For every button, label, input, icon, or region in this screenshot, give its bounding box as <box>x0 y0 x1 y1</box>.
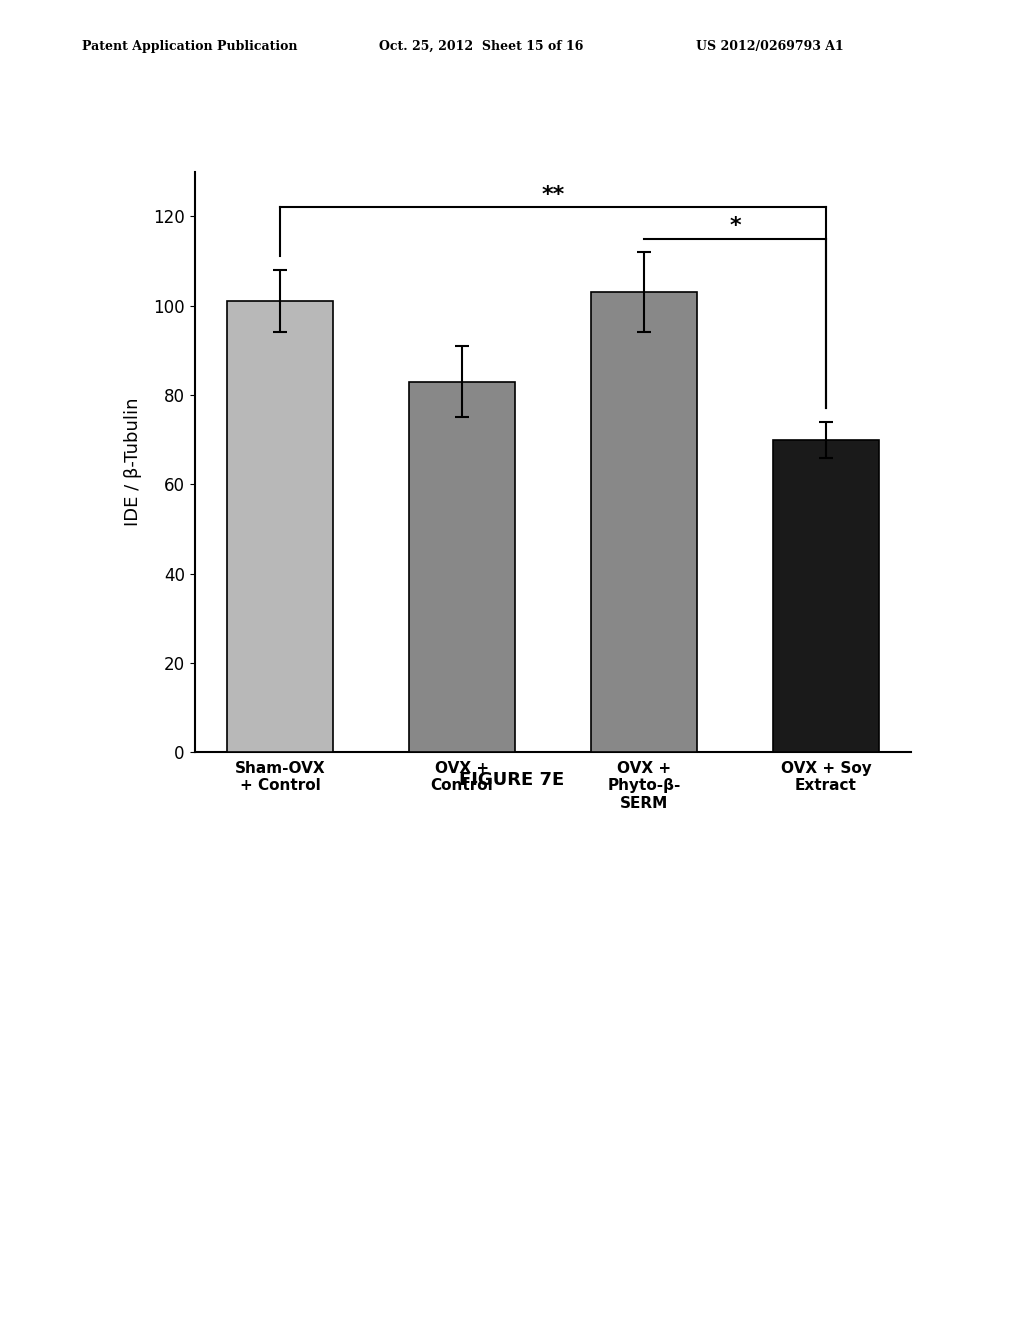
Y-axis label: IDE / β-Tubulin: IDE / β-Tubulin <box>124 397 142 527</box>
Text: Oct. 25, 2012  Sheet 15 of 16: Oct. 25, 2012 Sheet 15 of 16 <box>379 40 584 53</box>
Text: US 2012/0269793 A1: US 2012/0269793 A1 <box>696 40 844 53</box>
Text: **: ** <box>542 185 564 205</box>
Bar <box>591 292 696 752</box>
Bar <box>410 381 515 752</box>
Text: FIGURE 7E: FIGURE 7E <box>460 771 564 789</box>
Bar <box>227 301 333 752</box>
Bar <box>773 440 879 752</box>
Text: *: * <box>729 216 740 236</box>
Text: Patent Application Publication: Patent Application Publication <box>82 40 297 53</box>
